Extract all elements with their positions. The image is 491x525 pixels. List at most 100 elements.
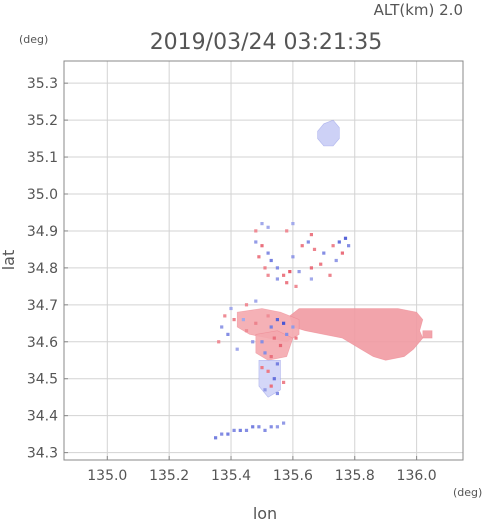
- echo-point-negative: [282, 321, 286, 325]
- y-tick-label: 35.1: [27, 150, 58, 166]
- echo-point-negative: [269, 325, 273, 329]
- echo-point-positive: [328, 273, 332, 277]
- echo-point-positive: [266, 273, 270, 277]
- echo-point-negative: [291, 325, 295, 329]
- echo-point-negative: [347, 244, 351, 248]
- echo-point-positive: [294, 284, 298, 288]
- echo-point-negative: [306, 240, 310, 244]
- echo-point-positive: [312, 247, 317, 251]
- echo-point-positive: [282, 380, 286, 384]
- echo-point-positive: [272, 336, 276, 340]
- echo-points: [214, 222, 351, 440]
- echo-point-negative: [226, 432, 230, 436]
- echo-point-negative: [275, 266, 279, 270]
- echo-point-negative: [214, 436, 218, 440]
- echo-region-negative: [258, 359, 281, 398]
- echo-point-negative: [275, 277, 279, 281]
- echo-point-positive: [331, 244, 335, 248]
- echo-point-negative: [343, 236, 348, 240]
- echo-regions: [236, 119, 433, 398]
- grid: [64, 61, 463, 460]
- echo-point-positive: [288, 270, 292, 274]
- echo-point-positive: [269, 384, 273, 388]
- echo-point-positive: [254, 321, 258, 325]
- echo-point-negative: [263, 351, 267, 355]
- echo-point-positive: [300, 244, 304, 248]
- x-axis-unit: (deg): [453, 486, 482, 499]
- echo-point-positive: [309, 233, 313, 237]
- echo-point-negative: [275, 318, 279, 322]
- echo-point-negative: [238, 428, 242, 432]
- plot-frame: [63, 60, 464, 461]
- y-tick-label: 34.7: [27, 298, 58, 314]
- timestamp-title: 2019/03/24 03:21:35: [150, 30, 383, 55]
- echo-point-negative: [235, 347, 239, 351]
- echo-point-negative: [269, 258, 273, 263]
- echo-point-negative: [285, 332, 289, 336]
- echo-point-positive: [340, 251, 344, 255]
- y-tick-label: 34.5: [27, 372, 58, 388]
- echo-point-negative: [226, 332, 230, 336]
- echo-point-negative: [297, 270, 301, 274]
- echo-point-negative: [254, 299, 258, 303]
- y-tick-label: 34.6: [27, 335, 58, 351]
- echo-point-negative: [275, 425, 279, 429]
- x-tick-label: 135.2: [149, 468, 189, 484]
- echo-point-negative: [322, 251, 326, 255]
- echo-point-negative: [266, 225, 270, 229]
- echo-point-negative: [272, 377, 276, 381]
- echo-region-positive: [422, 330, 433, 339]
- x-tick-label: 135.6: [273, 468, 313, 484]
- echo-point-positive: [285, 281, 289, 285]
- echo-point-negative: [266, 251, 270, 255]
- echo-point-positive: [263, 266, 267, 270]
- echo-point-positive: [309, 266, 313, 270]
- echo-point-positive: [266, 314, 270, 318]
- y-axis-ticks: 34.3 34.4 34.5 34.6 34.7 34.8 34.9 35.0 35.1 35.2…: [27, 76, 68, 462]
- echo-point-negative: [229, 306, 233, 311]
- echo-point-positive: [266, 369, 270, 373]
- echo-point-negative: [275, 391, 279, 396]
- echo-point-positive: [269, 355, 273, 359]
- echo-region-positive: [289, 308, 424, 361]
- echo-point-negative: [244, 428, 249, 432]
- echo-point-positive: [260, 244, 264, 248]
- echo-point-positive: [244, 303, 249, 307]
- echo-point-positive: [294, 336, 298, 340]
- y-tick-label: 34.9: [27, 224, 58, 240]
- y-tick-label: 35.2: [27, 113, 58, 129]
- echo-point-positive: [254, 229, 258, 233]
- echo-point-negative: [241, 318, 245, 322]
- echo-point-negative: [260, 222, 264, 226]
- y-tick-label: 34.8: [27, 261, 58, 277]
- echo-region-negative: [317, 119, 340, 147]
- y-axis-title: lat: [0, 250, 18, 271]
- echo-point-negative: [291, 222, 295, 226]
- echo-point-negative: [282, 421, 286, 425]
- echo-point-positive: [244, 329, 249, 333]
- echo-point-positive: [278, 343, 283, 348]
- echo-point-negative: [251, 425, 255, 429]
- y-tick-label: 34.4: [27, 409, 58, 425]
- echo-point-positive: [223, 314, 227, 318]
- y-tick-label: 35.3: [27, 76, 58, 92]
- echo-point-negative: [220, 325, 224, 329]
- y-axis-unit: (deg): [19, 33, 48, 46]
- echo-point-negative: [334, 258, 338, 263]
- x-tick-label: 135.0: [87, 468, 127, 484]
- echo-point-negative: [275, 362, 279, 366]
- echo-point-positive: [319, 262, 323, 266]
- echo-point-negative: [263, 388, 267, 392]
- echo-point-negative: [257, 425, 261, 429]
- echo-point-positive: [257, 255, 261, 259]
- echo-point-positive: [285, 229, 289, 233]
- echo-point-positive: [282, 273, 286, 277]
- echo-point-negative: [337, 240, 341, 244]
- echo-point-negative: [232, 428, 236, 432]
- echo-point-negative: [309, 277, 313, 281]
- x-tick-label: 135.8: [335, 468, 375, 484]
- echo-point-positive: [260, 366, 264, 370]
- echo-point-positive: [217, 340, 221, 344]
